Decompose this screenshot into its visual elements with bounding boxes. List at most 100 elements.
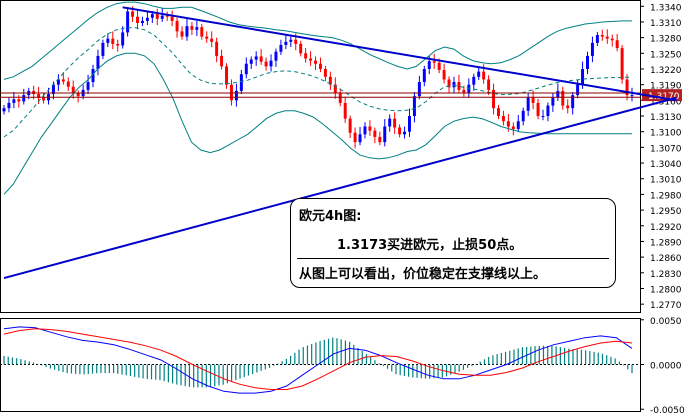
candle-body — [140, 20, 144, 23]
candle-body — [417, 82, 421, 97]
candle-body — [378, 136, 382, 143]
candle-body — [571, 95, 575, 109]
candle-body — [487, 79, 491, 90]
candle-body — [333, 84, 337, 93]
candle-body — [403, 131, 407, 135]
candle-body — [254, 56, 258, 60]
y-tick-label: 1.2770 — [650, 301, 682, 311]
candle-body — [600, 35, 604, 37]
candle-body — [304, 53, 308, 59]
candle-body — [71, 86, 75, 94]
candle-body — [610, 38, 614, 41]
candle-body — [51, 84, 55, 95]
candle-body — [383, 126, 387, 143]
candle-body — [412, 96, 416, 117]
candle-body — [101, 42, 105, 56]
candle-body — [561, 90, 565, 106]
annotation-support-note: 从图上可以看出，价位稳定在支撑线以上。 — [299, 267, 547, 282]
candle-body — [358, 134, 362, 143]
y-tick-label: 1.3280 — [650, 35, 682, 45]
y-tick-label: 1.2860 — [650, 254, 682, 264]
candle-body — [170, 16, 174, 21]
price-panel-frame — [0, 0, 641, 313]
candle-body — [185, 26, 189, 37]
candle-body — [363, 126, 367, 135]
candle-body — [264, 61, 268, 67]
candle-body — [511, 126, 515, 130]
y-tick-label: 1.2920 — [650, 223, 682, 233]
candle-body — [299, 43, 303, 54]
candle-body — [160, 15, 164, 19]
candle-body — [581, 68, 585, 85]
resistance-trendline — [122, 6, 677, 102]
candle-body — [32, 90, 36, 95]
candle-body — [106, 38, 110, 43]
candle-body — [343, 102, 347, 119]
candle-body — [323, 68, 327, 77]
candle-body — [630, 95, 634, 97]
candle-body — [61, 79, 65, 82]
candle-body — [22, 95, 26, 102]
candle-body — [220, 55, 224, 67]
candle-body — [116, 43, 120, 46]
candle-body — [91, 68, 95, 83]
candle-body — [437, 62, 441, 71]
candle-body — [229, 84, 233, 101]
candle-body — [259, 56, 263, 62]
candle-body — [126, 11, 130, 33]
price-panel: 1.33401.33101.32801.32501.32201.31901.31… — [0, 0, 682, 313]
candle-body — [249, 59, 253, 64]
candle-body — [477, 71, 481, 77]
macd-histogram — [3, 337, 633, 388]
candle-body — [17, 99, 21, 102]
macd-panel: 0.0050 0.0000 -0.0050 — [0, 317, 685, 416]
candle-body — [42, 97, 46, 101]
y-tick-label: 1.3220 — [650, 66, 682, 76]
candle-body — [432, 61, 436, 63]
candle-body — [318, 63, 322, 69]
candle-body — [239, 74, 243, 91]
candle-body — [398, 127, 402, 135]
candle-body — [541, 116, 545, 118]
candle-body — [556, 90, 560, 98]
y-tick-label: 1.2950 — [650, 207, 682, 217]
candle-body — [521, 110, 525, 122]
candle-body — [309, 58, 313, 61]
candle-body — [531, 97, 535, 103]
candle-body — [175, 20, 179, 32]
candle-body — [289, 39, 293, 42]
candle-body — [492, 89, 496, 109]
macd-tick-label: 0.0050 — [650, 317, 682, 327]
candle-body — [615, 40, 619, 49]
candle-body — [407, 116, 411, 132]
annotation-trade-note: 1.3173买进欧元，止损50点。 — [337, 238, 523, 253]
y-tick-label: 1.3130 — [650, 113, 682, 123]
candle-body — [497, 108, 500, 117]
candle-body — [516, 121, 520, 130]
candle-body — [620, 48, 624, 80]
y-tick-label: 1.3190 — [650, 82, 682, 92]
y-tick-label: 1.2890 — [650, 238, 682, 248]
bollinger-upper — [3, 1, 632, 80]
macd-tick-label: 0.0000 — [650, 362, 682, 372]
candle-body — [121, 32, 125, 46]
candle-body — [506, 121, 510, 127]
candle-body — [442, 70, 446, 80]
candle-body — [388, 118, 392, 127]
candle-body — [136, 16, 139, 23]
candle-body — [566, 105, 570, 109]
candle-body — [165, 15, 169, 17]
candle-body — [96, 55, 100, 69]
candle-body — [180, 31, 184, 37]
candle-body — [131, 11, 135, 17]
candle-body — [155, 14, 159, 19]
candle-body — [215, 41, 219, 56]
y-tick-label: 1.3250 — [650, 50, 682, 60]
candle-body — [328, 76, 332, 85]
candle-body — [205, 36, 209, 39]
y-tick-label: 1.3040 — [650, 160, 682, 170]
candle-body — [145, 17, 149, 21]
macd-tick-label: -0.0050 — [650, 406, 685, 416]
candle-body — [447, 79, 451, 88]
